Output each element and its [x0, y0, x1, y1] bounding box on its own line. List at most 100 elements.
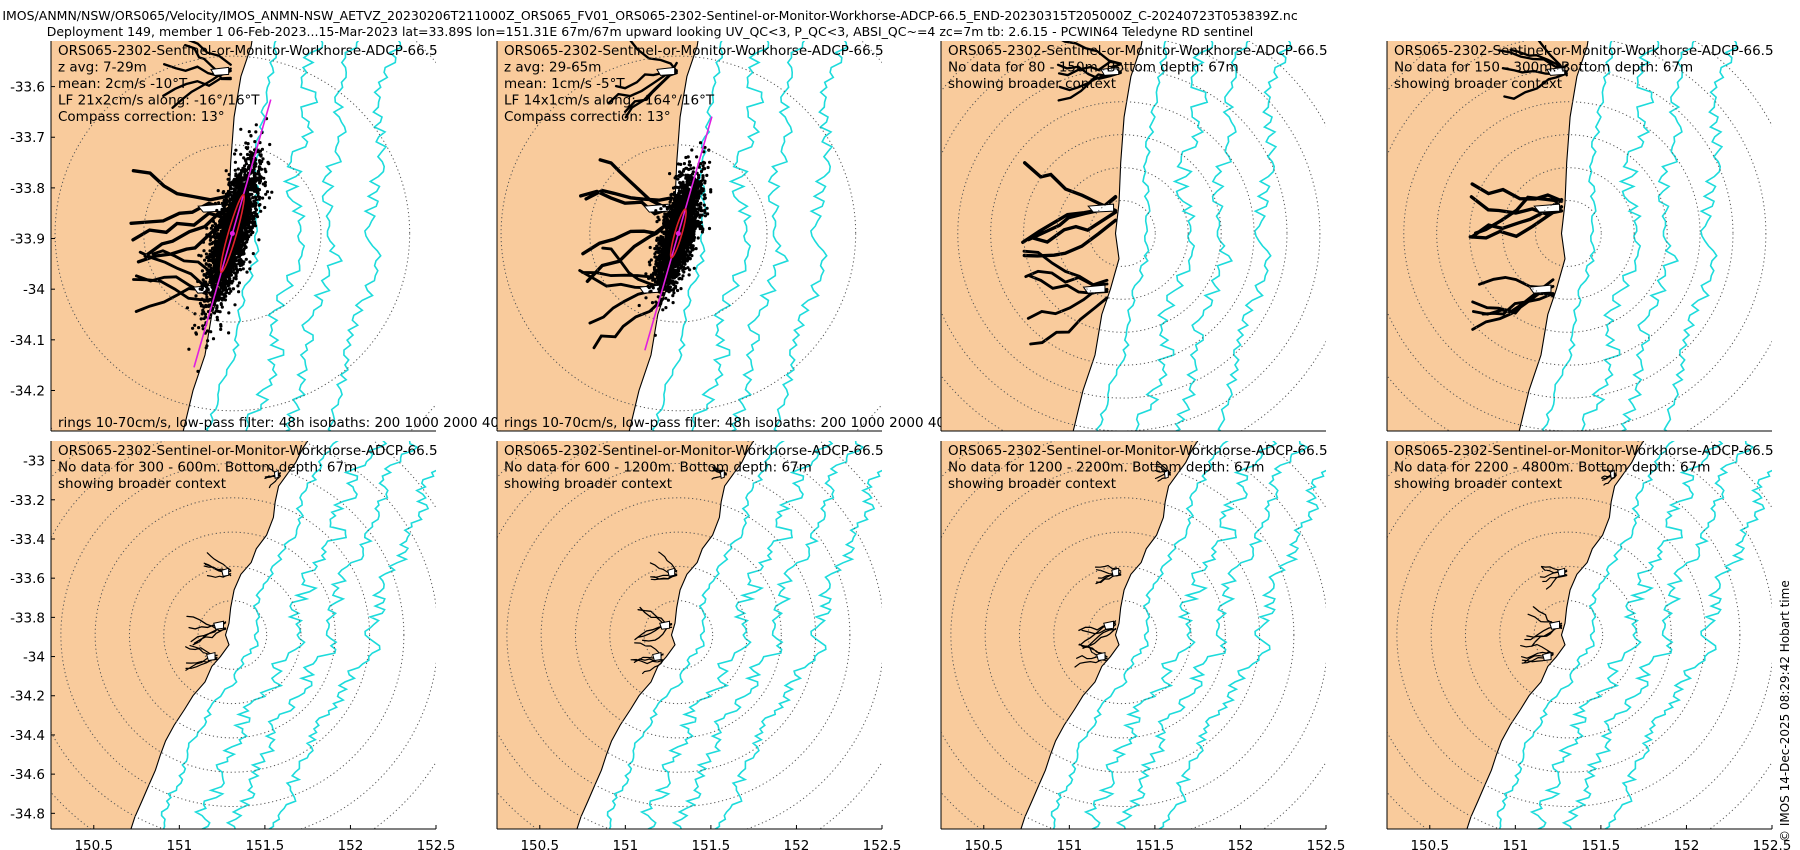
inlet-port-jackson: [1524, 606, 1563, 647]
y-tick-label: -34.2: [10, 383, 45, 399]
speed-ring-40: [984, 497, 1261, 773]
panel-info-line-4: LF 14x1cm/s along: -164°/16°T: [504, 93, 715, 109]
speed-ring-40: [94, 497, 371, 773]
inlet-broken-bay: [1497, 41, 1568, 100]
y-tick-label: -34.8: [10, 806, 45, 822]
land-mass: [51, 441, 309, 829]
inlet-broken-bay: [1056, 41, 1122, 102]
panel-info-line-2: z avg: 29-65m: [504, 60, 601, 76]
inlet-botany-bay: [1074, 643, 1108, 668]
x-tick-label: 150.5: [74, 838, 113, 850]
panel-info-line-3: showing broader context: [948, 76, 1116, 92]
panel-plot-area: [941, 441, 1326, 829]
x-tick-label: 151: [1502, 838, 1528, 850]
isobath-200m: [160, 441, 339, 829]
panel-footer-note: rings 10-70cm/s, low-pass filter: 48h is…: [58, 415, 529, 431]
isobath-200m: [606, 441, 785, 829]
x-tick-label: 151.5: [1582, 838, 1621, 850]
panel-info-line-2: z avg: 7-29m: [58, 60, 147, 76]
inlet-water: [656, 66, 676, 76]
inlet-botany-bay: [1471, 275, 1555, 331]
panel-plot-area: [1387, 441, 1772, 829]
isobath-200m: [651, 41, 724, 431]
x-tick-label: 151: [612, 838, 638, 850]
isobath-1000m: [1581, 41, 1660, 431]
inlet-lake-macquarie: [1154, 460, 1171, 482]
inlet-water: [213, 620, 225, 630]
inlet-water: [221, 567, 230, 577]
y-tick-label: -34.2: [10, 689, 45, 705]
inlet-botany-bay: [630, 642, 664, 675]
isobath-2000m: [1561, 441, 1755, 829]
land-mass: [497, 441, 755, 829]
y-tick-label: -33.2: [10, 493, 45, 509]
panel-info-line-5: Compass correction: 13°: [504, 109, 671, 125]
x-tick-label: 151: [166, 838, 192, 850]
speed-ring-20: [500, 55, 857, 412]
speed-ring-20: [1502, 167, 1635, 300]
speed-ring-50: [60, 463, 405, 807]
panel-info-line-3: showing broader context: [58, 476, 226, 492]
land-mass: [1387, 441, 1645, 829]
inlet-broken-bay: [607, 41, 678, 119]
timestamp-label: © IMOS 14-Dec-2025 08:29:42 Hobart time: [1778, 580, 1792, 842]
inlet-water: [1087, 203, 1115, 213]
isobath-1000m: [1529, 441, 1724, 829]
isobath-4000m: [1663, 41, 1738, 431]
isobath-4000m: [327, 41, 402, 431]
inlet-water: [1111, 567, 1120, 577]
inlet-port-jackson: [186, 615, 227, 646]
x-tick-label: 152.5: [417, 838, 456, 850]
inlet-broken-bay: [649, 551, 678, 581]
inlet-water: [659, 620, 671, 630]
panel-info-line-1: ORS065-2302-Sentinel-or-Monitor-Workhors…: [58, 43, 438, 59]
isobath-200m: [205, 41, 278, 431]
y-tick-label: -34.6: [10, 767, 45, 783]
y-tick-label: -33.6: [10, 80, 45, 96]
x-tick-label: 151: [1056, 838, 1082, 850]
inlet-port-jackson: [634, 606, 673, 642]
panel-info-line-3: showing broader context: [948, 476, 1116, 492]
isobath-4000m: [773, 41, 848, 431]
panel-plot-area: [497, 441, 882, 829]
x-tick-label: 152.5: [1307, 838, 1346, 850]
speed-ring-10: [643, 600, 714, 670]
panel-row2-col4: 150.5 151 151.5 152 152.5 ORS065-2302-Sentine…: [1386, 441, 1791, 850]
speed-ring-10: [1533, 600, 1604, 670]
speed-ring-20: [54, 55, 411, 412]
panel-info-line-1: ORS065-2302-Sentinel-or-Monitor-Workhors…: [504, 443, 884, 459]
panel-info-line-2: No data for 600 - 1200m. Bottom depth: 6…: [504, 460, 812, 476]
isobath-4000m: [713, 469, 882, 829]
isobath-200m: [1496, 441, 1675, 829]
inlet-water: [1163, 469, 1169, 479]
speed-ring-60: [1387, 41, 1767, 431]
figure-title-line2: Deployment 149, member 1 06-Feb-2023...1…: [46, 24, 1254, 39]
inlet-water: [1609, 469, 1615, 479]
panel-info-line-3: mean: 1cm/s -5°T: [504, 76, 625, 92]
y-tick-label: -34: [23, 282, 45, 298]
isobath-1000m: [691, 41, 770, 431]
inlet-water: [1096, 651, 1106, 662]
isobath-2000m: [225, 441, 419, 829]
x-tick-label: 150.5: [520, 838, 559, 850]
panel-row1-col4: ORS065-2302-Sentinel-or-Monitor-Workhors…: [1386, 41, 1774, 432]
inlet-botany-bay: [185, 645, 218, 671]
panel-info-line-1: ORS065-2302-Sentinel-or-Monitor-Workhors…: [1394, 443, 1774, 459]
isobath-4000m: [1157, 469, 1326, 829]
variance-ellipse: [219, 193, 246, 274]
isobath-2000m: [671, 441, 865, 829]
panel-plot-area: [497, 41, 882, 431]
panel-row1-col2: ORS065-2302-Sentinel-or-Monitor-Workhors…: [496, 41, 975, 432]
y-tick-label: -33.8: [10, 181, 45, 197]
inlet-water: [206, 651, 216, 662]
figure-title: IMOS/ANMN/NSW/ORS065/Velocity/IMOS_ANMN-…: [0, 8, 1300, 40]
speed-ring-30: [574, 531, 782, 739]
inlet-botany-bay: [578, 246, 665, 350]
isobath-2000m: [284, 41, 360, 431]
speed-ring-50: [957, 68, 1288, 399]
speed-ring-20: [1056, 167, 1189, 300]
panel-row2-col2: 150.5 151 151.5 152 152.5 ORS065-2302-Sentine…: [496, 441, 901, 850]
isobath-200m: [1541, 41, 1614, 431]
y-tick-label: -34: [23, 650, 45, 666]
y-tick-label: -33.9: [10, 232, 45, 248]
